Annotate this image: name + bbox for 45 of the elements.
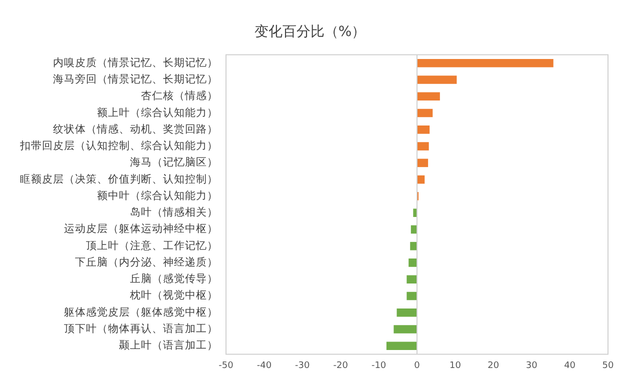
y-tick-label: 内嗅皮质（情景记忆、长期记忆） [53,56,218,69]
bar [413,208,417,217]
bar [417,125,430,134]
y-tick-label: 海马旁回（情景记忆、长期记忆） [53,72,218,86]
bar [417,142,429,150]
bar [417,108,433,118]
x-tick-label: -20 [333,360,348,371]
y-tick-label: 顶上叶（注意、工作记忆） [86,238,218,252]
y-tick-label: 颞上叶（语言加工） [119,338,218,352]
x-tick-label: -30 [295,360,310,371]
chart-title: 变化百分比（%） [254,24,366,40]
x-tick-label: 20 [488,360,500,371]
y-tick-label: 海马（记忆脑区） [130,156,218,169]
y-tick-label: 额上叶（综合认知能力） [97,106,218,119]
x-tick-label: -10 [371,360,386,371]
y-tick-label: 扣带回皮层（认知控制、综合认知能力） [19,139,218,152]
bar [417,76,457,84]
bar [396,308,417,317]
x-tick-label: -50 [218,360,234,371]
bar [417,158,428,168]
bar [394,325,417,334]
y-tick-label: 纹状体（情感、动机、奖赏回路） [53,122,218,136]
y-tick-label: 顶下叶（物体再认、语言加工） [64,322,218,335]
bar [417,92,440,101]
bar [417,58,554,68]
bar [406,275,417,284]
x-tick-label: 40 [564,360,576,371]
y-tick-label: 枕叶（视觉中枢） [129,288,218,302]
bar [406,292,417,300]
y-tick-label: 杏仁核（情感） [141,89,218,102]
y-tick-label: 额中叶（综合认知能力） [97,188,218,202]
x-tick-label: 10 [449,360,462,371]
x-tick-label: -40 [256,360,272,371]
bar [410,242,417,250]
bar [408,258,417,267]
y-tick-label: 岛叶（情感相关） [130,206,218,219]
y-tick-label: 躯体感觉皮层（躯体感觉中枢） [64,305,218,318]
x-tick-label: 30 [526,360,538,371]
y-tick-label: 眶额皮层（决策、价值判断、认知控制） [20,172,218,186]
y-tick-label: 运动皮层（躯体运动神经中枢） [64,222,218,236]
y-tick-label: 丘脑（感觉传导） [130,272,218,286]
y-tick-label: 下丘脑（内分泌、神经递质） [75,255,218,268]
x-tick-label: 50 [602,360,614,371]
bar [386,342,417,350]
x-tick-label: 0 [414,360,420,371]
